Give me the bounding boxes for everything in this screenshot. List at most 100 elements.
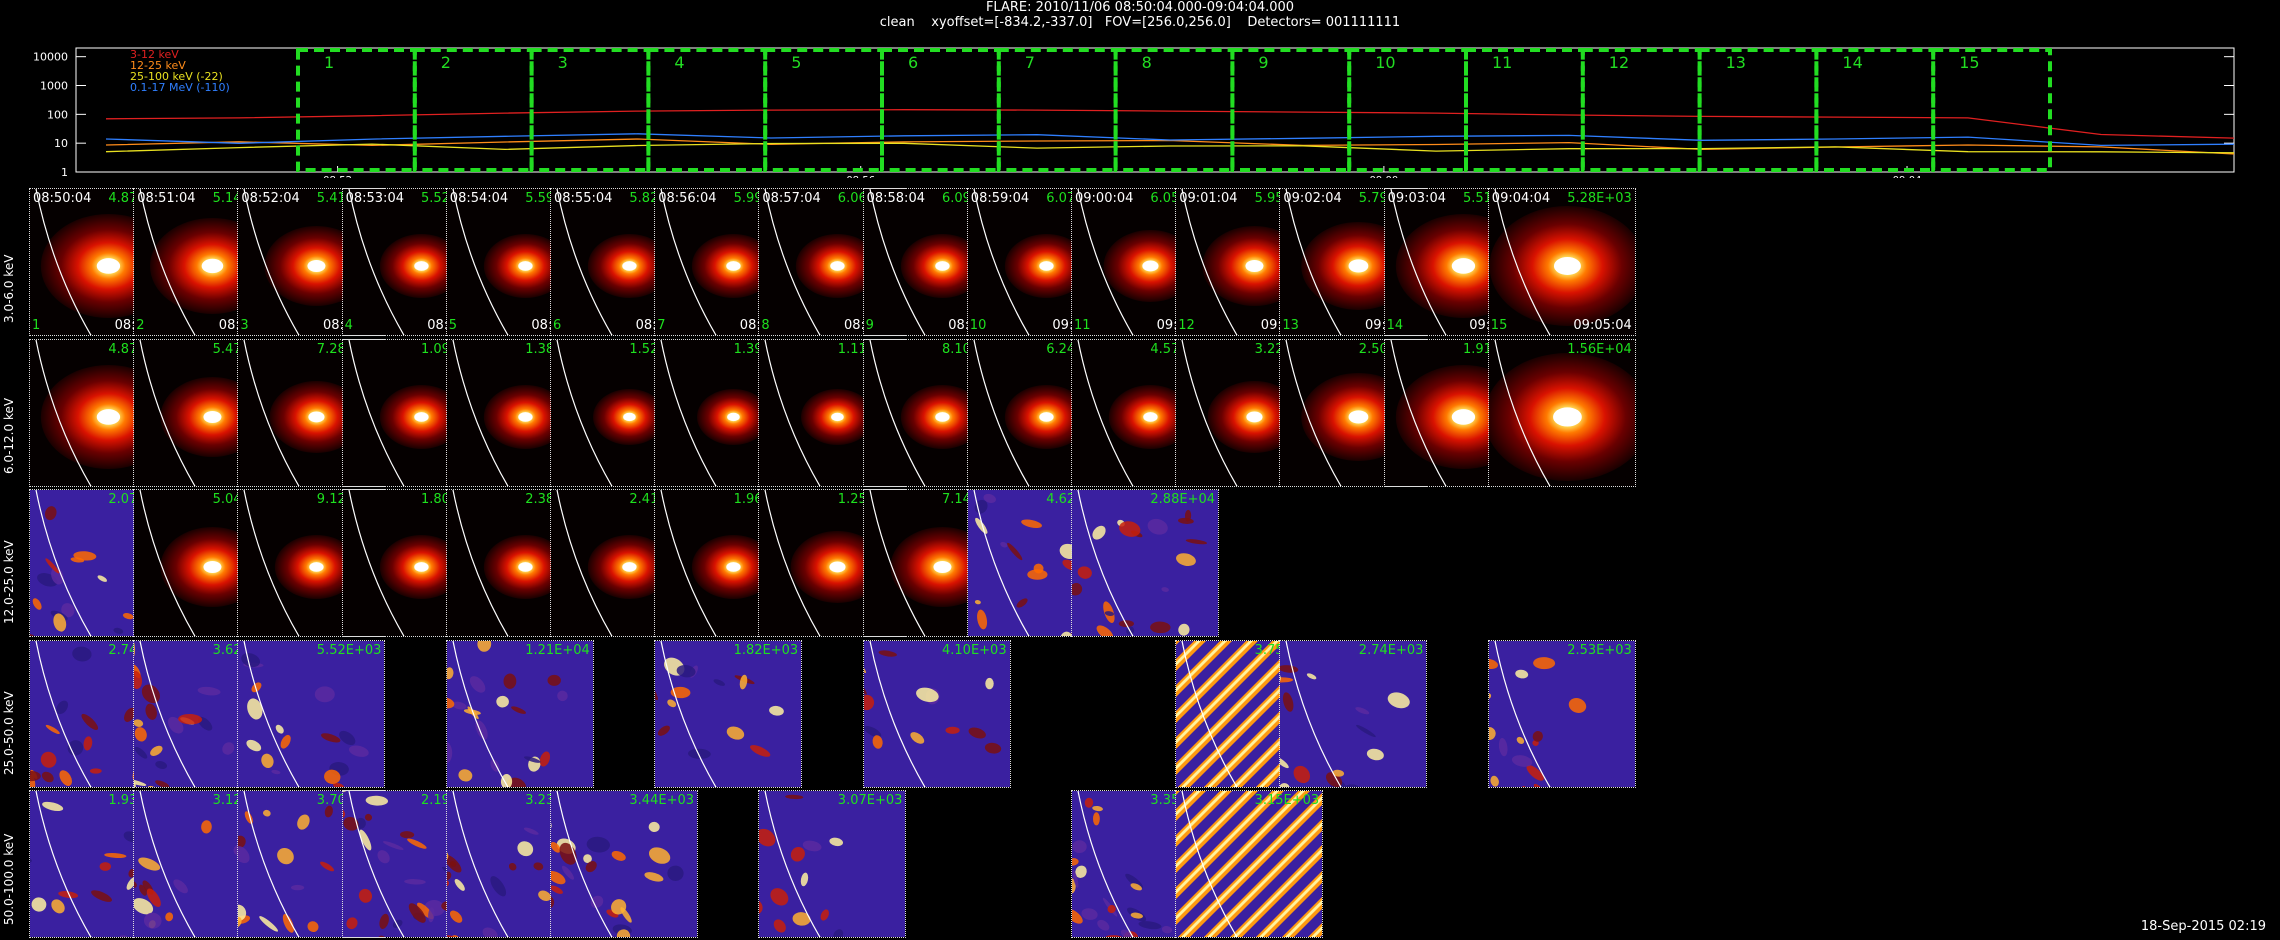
interval-index: 15: [1490, 318, 1508, 333]
noise-blob: [1006, 542, 1023, 561]
noise-blob: [1532, 656, 1555, 669]
noise-blob: [517, 841, 533, 857]
stripe-artifact: [1176, 791, 1259, 873]
noise-blob: [1488, 658, 1498, 669]
stripe-core: [1311, 926, 1323, 937]
interval-label: 11: [1492, 53, 1512, 72]
lightcurve-series-0: [105, 109, 2235, 139]
noise-blob: [611, 899, 627, 915]
imaging-parameters: clean xyoffset=[-834.2,-337.0] FOV=[256.…: [879, 15, 1401, 30]
noise-blob: [1388, 691, 1411, 708]
noise-blob: [134, 670, 143, 689]
noise-blob: [1072, 878, 1076, 894]
noise-blob: [1016, 598, 1028, 608]
noise-blob: [89, 767, 102, 774]
noise-blob: [280, 734, 292, 749]
solar-limb: [1390, 339, 1447, 486]
noise-blob: [1161, 587, 1169, 592]
noise-blob: [676, 664, 696, 677]
noise-blob: [307, 921, 319, 933]
stripe-core: [1176, 640, 1306, 770]
noise-blob: [134, 726, 147, 741]
solar-limb: [243, 791, 300, 937]
noise-blob: [1488, 726, 1496, 740]
stripe-artifact: [1176, 791, 1207, 821]
noise-blob: [446, 740, 452, 764]
stripe-artifact: [1176, 640, 1259, 723]
noise-blob: [1490, 775, 1499, 787]
noise-blob: [1092, 525, 1106, 540]
noise-blob: [523, 755, 541, 763]
noise-blob: [406, 838, 427, 849]
interval-label: 4: [674, 53, 684, 72]
solar-limb: [1181, 189, 1238, 335]
solar-limb: [1077, 791, 1134, 937]
noise-blob: [283, 913, 295, 933]
solar-limb: [1077, 339, 1134, 486]
interval-index: 10: [969, 318, 987, 333]
interval-index: 9: [865, 318, 874, 333]
stripe-artifact: [1176, 640, 1311, 775]
noise-blob: [197, 686, 221, 695]
solar-limb: [35, 490, 92, 636]
noise-blob: [349, 745, 370, 757]
interval-start-time: 08:53:04: [345, 191, 404, 206]
noise-blob: [72, 646, 92, 661]
image-panel: 2.74E+03: [1279, 639, 1428, 788]
noise-blob: [155, 760, 168, 769]
source-core: [518, 261, 533, 271]
interval-label: 12: [1609, 53, 1629, 72]
solar-limb: [1181, 339, 1238, 486]
image-background: [446, 640, 593, 787]
noise-blob: [1280, 756, 1290, 768]
legend-entry: 25-100 keV (-22): [130, 70, 223, 83]
source-core: [203, 560, 222, 573]
noise-blob: [863, 725, 881, 737]
noise-blob: [774, 919, 787, 933]
noise-blob: [42, 801, 64, 812]
noise-blob: [801, 872, 809, 887]
noise-blob: [113, 627, 124, 634]
source-core: [96, 258, 121, 274]
noise-blob: [616, 929, 631, 937]
noise-blob: [833, 929, 844, 937]
source-core: [1245, 259, 1264, 272]
image-panel: 1.56E+04: [1487, 338, 1636, 487]
source-core: [1348, 259, 1369, 273]
noise-blob: [173, 879, 189, 894]
noise-blob: [547, 674, 561, 686]
solar-limb: [660, 640, 717, 787]
noise-blob: [469, 675, 486, 693]
noise-blob: [32, 598, 42, 610]
noise-blob: [713, 678, 726, 686]
noise-blob: [446, 696, 455, 708]
noise-blob: [238, 917, 243, 928]
noise-blob: [1077, 566, 1092, 579]
solar-limb: [1181, 791, 1238, 937]
noise-blob: [984, 677, 994, 689]
image-grid: 4.87E+0408:50:0408:51:0415.14E+0308:51:0…: [29, 188, 2280, 940]
x-tick-label: 09:04: [1893, 175, 1922, 178]
noise-blob: [134, 778, 147, 786]
y-tick-label: 1: [61, 166, 68, 178]
noise-blob: [1355, 706, 1370, 714]
noise-blob: [333, 782, 345, 787]
interval-start-time: 08:54:04: [449, 191, 509, 206]
plot-header: FLARE: 2010/11/06 08:50:04.000-09:04:04.…: [0, 0, 2280, 30]
noise-blob: [403, 879, 426, 885]
source-core: [1552, 406, 1582, 427]
peak-value: 2.74E+03: [1358, 642, 1424, 658]
image-render: [238, 640, 385, 787]
noise-blob: [446, 880, 449, 888]
noise-blob: [246, 739, 262, 751]
noise-blob: [1532, 730, 1543, 742]
image-render: [446, 640, 593, 787]
noise-blob: [1027, 569, 1048, 580]
source-core: [413, 562, 429, 572]
noise-blob: [238, 846, 250, 864]
noise-blob: [915, 687, 939, 702]
solar-limb: [35, 339, 92, 486]
noise-blob: [358, 888, 372, 903]
stripe-artifact: [1256, 871, 1323, 937]
noise-blob: [1526, 764, 1544, 781]
